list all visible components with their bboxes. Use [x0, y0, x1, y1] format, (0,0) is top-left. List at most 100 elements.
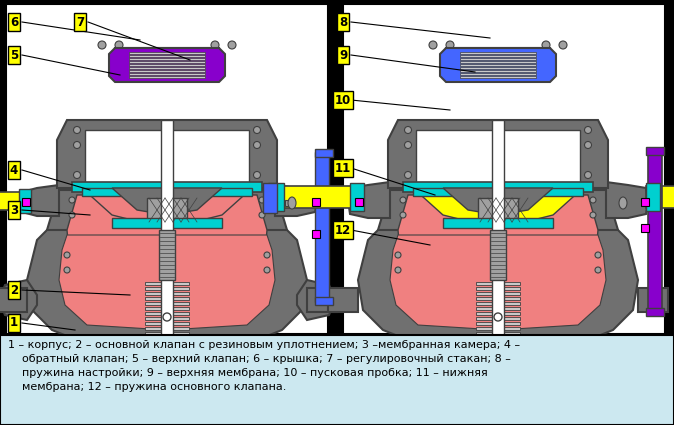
Polygon shape: [109, 48, 225, 82]
Polygon shape: [275, 185, 317, 216]
Ellipse shape: [259, 197, 265, 203]
Bar: [328, 288, 358, 312]
Bar: [315, 297, 333, 305]
Bar: [129, 76, 205, 78]
Bar: [145, 322, 189, 325]
Bar: [448, 354, 548, 368]
Bar: [312, 230, 320, 238]
Bar: [460, 76, 536, 78]
Bar: [145, 327, 189, 330]
Bar: [343, 4, 665, 334]
Bar: [145, 317, 189, 320]
Ellipse shape: [559, 41, 567, 49]
Bar: [22, 198, 30, 206]
Ellipse shape: [73, 172, 80, 178]
Polygon shape: [27, 230, 307, 346]
Text: 10: 10: [335, 94, 351, 107]
Bar: [476, 317, 520, 320]
Bar: [0, 192, 29, 210]
Bar: [416, 130, 580, 186]
Bar: [648, 150, 662, 312]
Bar: [476, 337, 520, 340]
Bar: [460, 73, 536, 75]
Ellipse shape: [494, 313, 502, 321]
Bar: [115, 48, 219, 76]
Ellipse shape: [115, 41, 123, 49]
Ellipse shape: [395, 267, 401, 273]
Bar: [476, 287, 520, 290]
Ellipse shape: [584, 172, 592, 178]
Ellipse shape: [429, 41, 437, 49]
Bar: [460, 358, 476, 372]
Ellipse shape: [163, 313, 171, 321]
Text: мембрана; 12 – пружина основного клапана.: мембрана; 12 – пружина основного клапана…: [8, 382, 286, 392]
Bar: [145, 282, 189, 285]
Ellipse shape: [253, 142, 260, 148]
Bar: [492, 120, 504, 340]
Polygon shape: [67, 195, 267, 315]
Bar: [145, 337, 189, 340]
Bar: [132, 366, 202, 378]
Bar: [129, 67, 205, 69]
Polygon shape: [47, 190, 287, 320]
Bar: [0, 288, 27, 312]
Text: 1 – корпус; 2 – основной клапан с резиновым уплотнением; 3 –мембранная камера; 4: 1 – корпус; 2 – основной клапан с резино…: [8, 340, 520, 350]
Ellipse shape: [264, 267, 270, 273]
Ellipse shape: [595, 267, 601, 273]
Bar: [268, 183, 284, 211]
Bar: [476, 302, 520, 305]
Text: пружина настройки; 9 – верхняя мембрана; 10 – пусковая пробка; 11 – нижняя: пружина настройки; 9 – верхняя мембрана;…: [8, 368, 488, 378]
Polygon shape: [112, 188, 222, 215]
Bar: [312, 198, 320, 206]
Ellipse shape: [619, 197, 627, 209]
Bar: [520, 358, 536, 372]
Bar: [129, 52, 205, 54]
Bar: [82, 188, 252, 196]
Text: 2: 2: [10, 283, 18, 297]
Polygon shape: [413, 188, 583, 227]
Ellipse shape: [288, 197, 296, 209]
Ellipse shape: [590, 212, 596, 218]
Ellipse shape: [73, 127, 80, 133]
Ellipse shape: [400, 212, 406, 218]
Bar: [646, 308, 664, 316]
Text: 8: 8: [339, 15, 347, 28]
Bar: [460, 70, 536, 72]
Bar: [117, 354, 217, 368]
Bar: [476, 342, 520, 345]
Ellipse shape: [98, 41, 106, 49]
Bar: [476, 297, 520, 300]
Bar: [403, 182, 593, 192]
Bar: [478, 198, 518, 222]
Ellipse shape: [259, 212, 265, 218]
Bar: [646, 147, 664, 155]
Bar: [147, 198, 187, 222]
Bar: [145, 307, 189, 310]
Bar: [145, 292, 189, 295]
Ellipse shape: [69, 212, 75, 218]
Bar: [446, 48, 550, 76]
Bar: [145, 302, 189, 305]
Polygon shape: [358, 230, 638, 346]
Bar: [638, 288, 668, 312]
Polygon shape: [348, 182, 390, 218]
Bar: [112, 218, 222, 228]
Text: 4: 4: [10, 164, 18, 176]
Bar: [285, 200, 291, 206]
Bar: [460, 64, 536, 66]
Text: 1: 1: [10, 317, 18, 329]
Bar: [145, 332, 189, 335]
Bar: [476, 327, 520, 330]
Polygon shape: [440, 48, 556, 82]
Ellipse shape: [69, 197, 75, 203]
Polygon shape: [297, 280, 335, 320]
Ellipse shape: [64, 267, 70, 273]
Bar: [145, 312, 189, 315]
Bar: [145, 297, 189, 300]
Bar: [646, 183, 660, 211]
Bar: [6, 4, 328, 334]
Polygon shape: [0, 280, 37, 320]
Bar: [129, 70, 205, 72]
Bar: [460, 55, 536, 57]
Bar: [129, 55, 205, 57]
